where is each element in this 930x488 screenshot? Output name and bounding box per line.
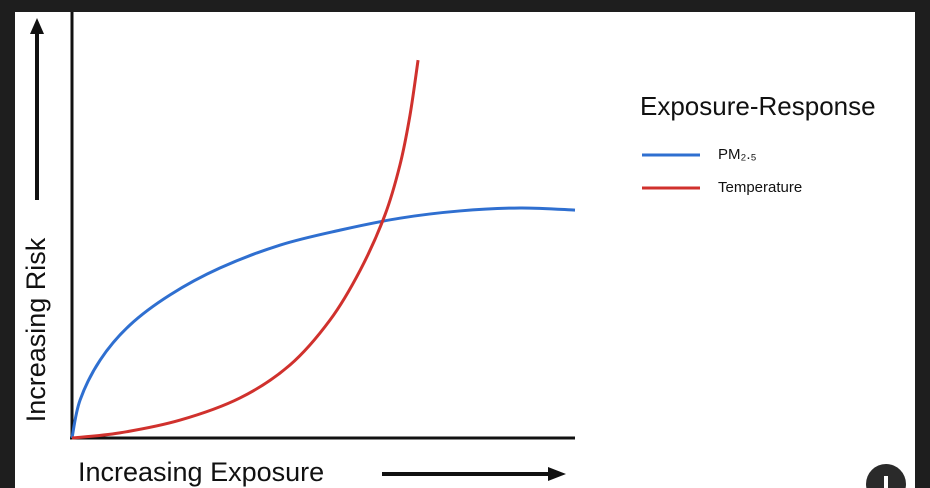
line: [71, 59, 420, 440]
info-icon-glyph: [884, 476, 888, 488]
x-arrow-head: [548, 467, 566, 481]
line: [70, 206, 576, 439]
legend-label: Temperature: [718, 179, 802, 196]
x-axis-label: Increasing Exposure: [78, 457, 324, 487]
y-axis-label: Increasing Risk: [21, 237, 51, 422]
y-arrow-head: [30, 18, 44, 34]
chart-background: [15, 12, 915, 488]
legend-title: Exposure-Response: [640, 91, 876, 121]
legend-label: PM₂.₅: [718, 146, 757, 163]
